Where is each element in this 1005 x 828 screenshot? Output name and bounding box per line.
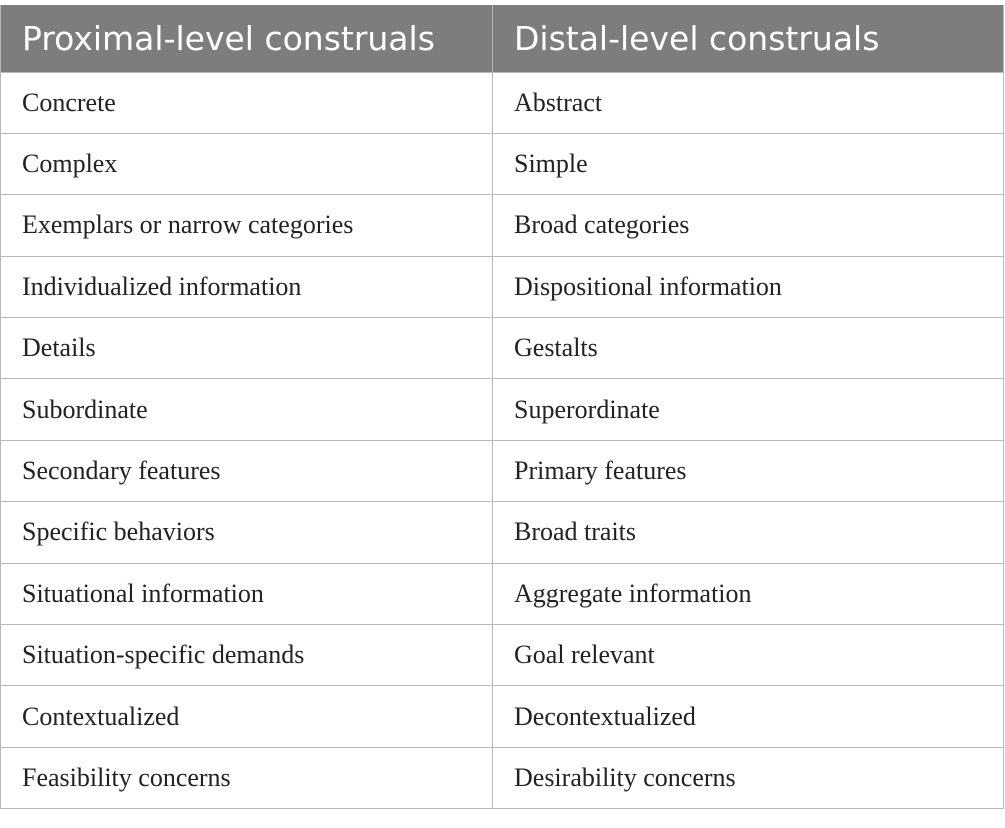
table-header: Proximal-level construals Distal-level c… (0, 5, 1004, 72)
cell-proximal: Situational information (0, 562, 493, 626)
cell-distal: Decontextualized (492, 685, 1004, 748)
table-row: Situation-specific demands Goal relevant (0, 624, 1004, 687)
table-row: Subordinate Superordinate (0, 378, 1004, 441)
cell-proximal: Contextualized (0, 685, 493, 748)
table-row: Concrete Abstract (0, 71, 1004, 134)
header-row: Proximal-level construals Distal-level c… (0, 5, 1004, 72)
table-row: Situational information Aggregate inform… (0, 562, 1004, 626)
table-row: Complex Simple (0, 132, 1004, 196)
cell-proximal: Specific behaviors (0, 501, 493, 564)
table-row: Exemplars or narrow categories Broad cat… (0, 194, 1004, 257)
table-body: Concrete Abstract Complex Simple Exempla… (0, 71, 1004, 810)
cell-distal: Primary features (492, 439, 1004, 503)
table-row: Details Gestalts (0, 317, 1004, 380)
cell-distal: Gestalts (492, 317, 1004, 380)
table-row: Contextualized Decontextualized (0, 685, 1004, 748)
construal-table: Proximal-level construals Distal-level c… (0, 5, 1004, 810)
cell-distal: Superordinate (492, 378, 1004, 441)
cell-distal: Aggregate information (492, 562, 1004, 626)
header-distal: Distal-level construals (492, 5, 1004, 72)
table-row: Secondary features Primary features (0, 439, 1004, 503)
cell-distal: Abstract (492, 71, 1004, 134)
cell-proximal: Individualized information (0, 255, 493, 319)
cell-distal: Goal relevant (492, 624, 1004, 687)
cell-distal: Broad categories (492, 194, 1004, 257)
cell-proximal: Situation-specific demands (0, 624, 493, 687)
table-row: Specific behaviors Broad traits (0, 501, 1004, 564)
cell-distal: Simple (492, 132, 1004, 196)
header-proximal: Proximal-level construals (0, 5, 493, 72)
cell-proximal: Exemplars or narrow categories (0, 194, 493, 257)
construal-table-container: Proximal-level construals Distal-level c… (0, 5, 1004, 810)
cell-proximal: Details (0, 317, 493, 380)
cell-distal: Dispositional information (492, 255, 1004, 319)
cell-proximal: Complex (0, 132, 493, 196)
cell-distal: Broad traits (492, 501, 1004, 564)
table-row: Individualized information Dispositional… (0, 255, 1004, 319)
cell-proximal: Feasibility concerns (0, 746, 493, 810)
cell-proximal: Secondary features (0, 439, 493, 503)
cell-proximal: Subordinate (0, 378, 493, 441)
cell-proximal: Concrete (0, 71, 493, 134)
table-row: Feasibility concerns Desirability concer… (0, 746, 1004, 810)
cell-distal: Desirability concerns (492, 746, 1004, 810)
